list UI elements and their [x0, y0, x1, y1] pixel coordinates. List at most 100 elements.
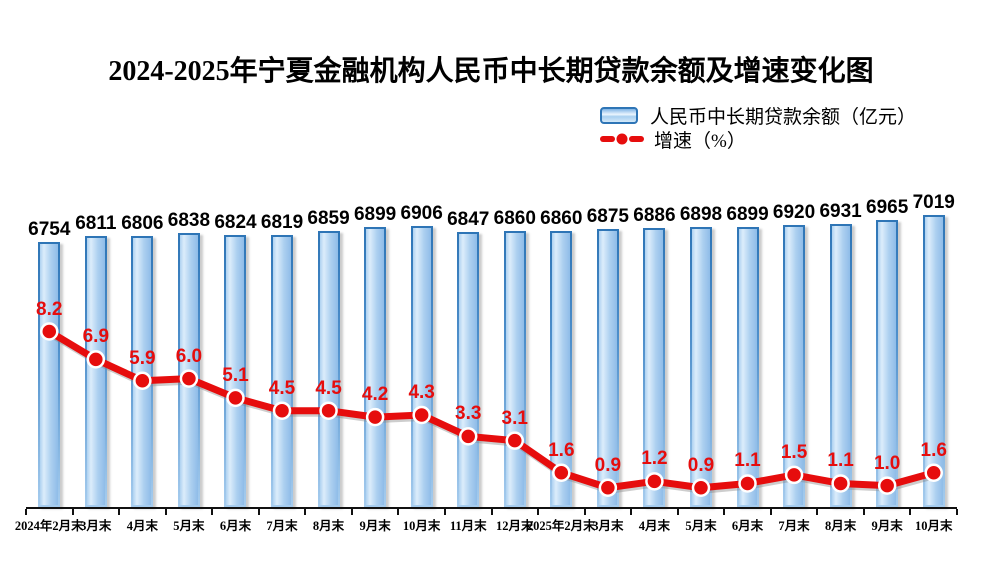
- growth-value-label: 4.5: [268, 377, 296, 399]
- growth-value-label: 1.1: [827, 450, 854, 472]
- bar-value-label: 6811: [75, 213, 117, 234]
- x-axis-label: 4月末: [638, 519, 671, 533]
- growth-value-label: 1.1: [734, 450, 761, 472]
- bar-value-label: 6754: [28, 219, 71, 240]
- x-axis-label: 5月末: [685, 519, 717, 533]
- legend-dash-left: [600, 136, 615, 142]
- growth-value-label: 8.2: [36, 298, 63, 320]
- axis-tick: [71, 509, 74, 515]
- x-axis-label: 6月末: [731, 519, 764, 533]
- bar-value-label: 6920: [772, 202, 816, 223]
- bar-value-label: 6860: [493, 208, 536, 229]
- axis-tick: [257, 509, 260, 515]
- bar: [38, 242, 61, 507]
- axis-tick: [211, 509, 214, 515]
- bar-value-label: 6906: [400, 203, 443, 224]
- x-axis-label: 8月末: [312, 519, 345, 533]
- x-axis-label: 8月末: [824, 519, 857, 533]
- axis-tick: [676, 509, 679, 515]
- x-axis-label: 6月末: [219, 519, 252, 533]
- x-axis-label: 9月末: [359, 519, 391, 533]
- legend-dot: [616, 133, 628, 145]
- bar: [271, 235, 294, 507]
- bar-value-label: 6860: [540, 208, 583, 229]
- axis-tick: [769, 509, 772, 515]
- bar: [922, 215, 945, 507]
- bar-value-label: 6819: [260, 212, 304, 233]
- line-series-swatch-icon: [600, 133, 644, 145]
- axis-tick: [909, 509, 912, 515]
- growth-value-label: 5.9: [129, 347, 156, 369]
- x-axis-label: 2025年2月末: [526, 519, 596, 533]
- growth-value-label: 4.5: [315, 377, 342, 399]
- axis-tick: [443, 509, 446, 515]
- x-axis-label: 10月末: [914, 519, 953, 533]
- growth-value-label: 1.0: [873, 452, 901, 474]
- bar-value-label: 6859: [307, 208, 350, 229]
- bar-value-label: 6899: [726, 204, 769, 225]
- growth-value-label: 4.3: [408, 381, 435, 403]
- bar: [364, 227, 387, 507]
- growth-value-label: 0.9: [687, 454, 715, 476]
- x-axis-label: 4月末: [126, 519, 159, 533]
- axis-tick: [397, 509, 400, 515]
- x-axis-label: 7月末: [778, 519, 810, 533]
- x-axis-label: 7月末: [266, 519, 298, 533]
- bar-series-swatch-icon: [600, 106, 638, 124]
- legend-item-balance: 人民币中长期贷款余额（亿元）: [600, 103, 917, 128]
- axis-tick: [723, 509, 726, 515]
- x-axis-label: 3月末: [80, 519, 112, 533]
- legend-item-growth: 增速（%）: [600, 127, 916, 152]
- bar-value-label: 6824: [214, 212, 257, 233]
- growth-value-label: 1.6: [920, 439, 947, 461]
- chart-title: 2024-2025年宁夏金融机构人民币中长期贷款余额及增速变化图: [108, 56, 874, 87]
- axis-tick: [862, 509, 865, 515]
- bar: [783, 225, 806, 507]
- growth-value-label: 5.1: [222, 364, 249, 386]
- x-axis-label: 9月末: [871, 519, 903, 533]
- axis-tick: [816, 509, 819, 515]
- bar: [177, 233, 200, 507]
- growth-value-label: 3.3: [455, 403, 482, 425]
- bar: [503, 231, 526, 507]
- bar-value-label: 7019: [912, 192, 955, 213]
- x-axis-label: 2024年2月末: [14, 519, 84, 533]
- axis-tick: [956, 509, 958, 515]
- growth-value-label: 4.2: [361, 384, 389, 406]
- x-axis-label: 10月末: [402, 519, 441, 533]
- growth-value-label: 1.6: [548, 439, 575, 461]
- bar-value-label: 6899: [353, 204, 397, 225]
- growth-value-label: 1.5: [780, 441, 808, 463]
- bar: [317, 231, 340, 507]
- bar-value-label: 6875: [586, 206, 630, 227]
- legend: 人民币中长期贷款余额（亿元） 增速（%）: [600, 103, 917, 152]
- axis-tick: [164, 509, 167, 515]
- legend-balance-label: 人民币中长期贷款余额（亿元）: [650, 106, 917, 128]
- bar-value-label: 6931: [819, 201, 862, 222]
- bar: [410, 226, 433, 507]
- axis-tick: [304, 509, 307, 515]
- bar-value-label: 6838: [167, 210, 211, 231]
- x-axis-label: 3月末: [592, 519, 624, 533]
- bar-value-label: 6898: [679, 204, 723, 225]
- growth-value-label: 3.1: [501, 407, 528, 429]
- axis-tick: [630, 509, 633, 515]
- bar: [131, 236, 154, 507]
- growth-value-label: 6.0: [175, 345, 203, 367]
- axis-tick: [583, 509, 586, 515]
- legend-growth-label: 增速（%）: [654, 130, 746, 152]
- bar-value-label: 6847: [447, 209, 490, 230]
- growth-value-label: 6.9: [82, 326, 110, 348]
- bar-value-label: 6965: [866, 197, 909, 218]
- axis-tick: [350, 509, 353, 515]
- axis-tick: [118, 509, 121, 515]
- x-axis-line: [26, 507, 957, 509]
- x-axis-label: 5月末: [173, 519, 205, 533]
- growth-value-label: 1.2: [641, 448, 668, 470]
- axis-tick: [25, 509, 27, 515]
- growth-value-label: 0.9: [594, 454, 622, 476]
- bar: [84, 236, 107, 507]
- bar-value-label: 6806: [121, 213, 164, 234]
